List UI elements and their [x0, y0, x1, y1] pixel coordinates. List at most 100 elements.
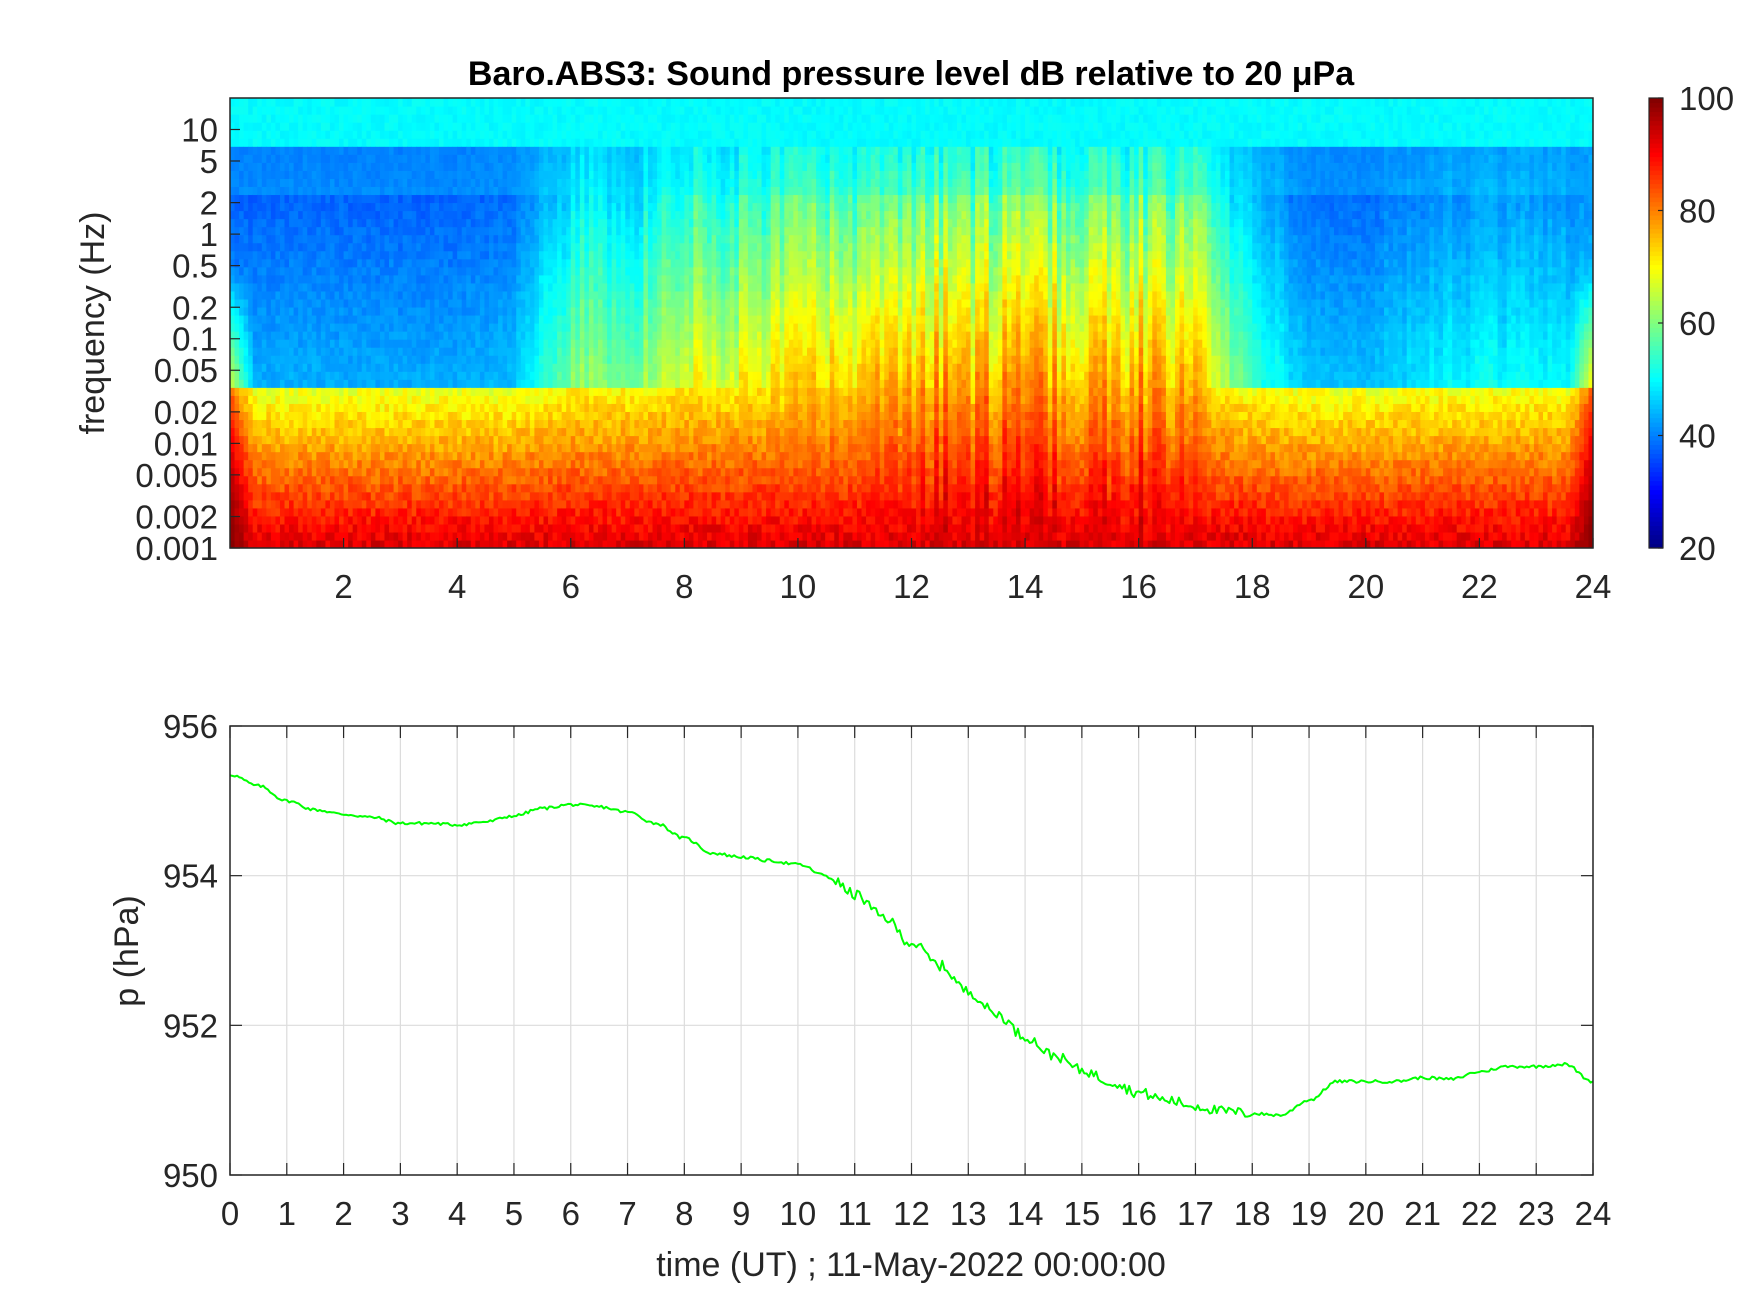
- heatmap-cell: [429, 122, 436, 131]
- heatmap-cell: [407, 499, 413, 509]
- heatmap-cell: [239, 106, 245, 115]
- heatmap-cell: [234, 194, 240, 204]
- heatmap-cell: [548, 459, 554, 469]
- heatmap-cell: [457, 242, 463, 252]
- heatmap-cell: [579, 491, 585, 501]
- heatmap-cell: [470, 298, 476, 308]
- heatmap-cell: [425, 202, 431, 212]
- heatmap-cell: [620, 242, 626, 252]
- heatmap-cell: [543, 314, 549, 324]
- heatmap-cell: [361, 282, 367, 292]
- heatmap-cell: [429, 162, 436, 171]
- heatmap-cell: [329, 387, 336, 396]
- heatmap-cell: [575, 202, 581, 212]
- heatmap-cell: [584, 323, 590, 332]
- heatmap-cell: [316, 210, 322, 220]
- heatmap-cell: [511, 459, 517, 469]
- heatmap-cell: [429, 250, 436, 260]
- heatmap-cell: [552, 218, 558, 228]
- heatmap-cell: [484, 266, 490, 276]
- heatmap-cell: [498, 298, 504, 308]
- heatmap-cell: [629, 298, 635, 308]
- heatmap-cell: [552, 363, 558, 372]
- heatmap-cell: [352, 274, 358, 284]
- heatmap-cell: [339, 146, 345, 155]
- heatmap-cell: [570, 218, 576, 228]
- heatmap-cell: [420, 242, 426, 252]
- heatmap-cell: [620, 427, 626, 437]
- heatmap-cell: [279, 298, 286, 308]
- heatmap-cell: [384, 258, 390, 268]
- heatmap-cell: [429, 306, 436, 316]
- heatmap-cell: [498, 443, 504, 453]
- heatmap-cell: [511, 218, 517, 228]
- heatmap-cell: [575, 483, 581, 493]
- heatmap-cell: [239, 467, 245, 477]
- heatmap-cell: [320, 539, 327, 548]
- heatmap-cell: [443, 515, 449, 525]
- heatmap-cell: [425, 122, 431, 131]
- heatmap-cell: [520, 387, 526, 396]
- heatmap-cell: [629, 515, 635, 525]
- heatmap-cell: [325, 379, 331, 388]
- heatmap-cell: [452, 459, 458, 469]
- heatmap-cell: [557, 483, 563, 493]
- heatmap-cell: [534, 363, 540, 372]
- heatmap-cell: [298, 539, 304, 548]
- heatmap-cell: [239, 170, 245, 179]
- heatmap-cell: [598, 371, 604, 380]
- heatmap-cell: [507, 459, 513, 469]
- heatmap-cell: [593, 242, 599, 252]
- heatmap-cell: [348, 306, 354, 316]
- heatmap-cell: [625, 419, 631, 429]
- heatmap-cell: [234, 387, 240, 396]
- heatmap-cell: [243, 266, 249, 276]
- heatmap-cell: [325, 387, 331, 396]
- heatmap-cell: [461, 290, 467, 300]
- heatmap-cell: [575, 435, 581, 445]
- heatmap-cell: [325, 186, 331, 196]
- heatmap-cell: [370, 323, 376, 332]
- heatmap-cell: [525, 387, 531, 396]
- heatmap-cell: [625, 467, 631, 477]
- heatmap-cell: [284, 298, 290, 308]
- heatmap-cell: [575, 290, 581, 300]
- heatmap-cell: [375, 467, 381, 477]
- heatmap-cell: [284, 323, 290, 332]
- heatmap-cell: [293, 202, 299, 212]
- heatmap-cell: [339, 427, 345, 437]
- heatmap-cell: [425, 475, 431, 485]
- heatmap-cell: [548, 178, 554, 187]
- heatmap-cell: [602, 274, 608, 284]
- heatmap-cell: [420, 234, 426, 244]
- heatmap-cell: [270, 250, 277, 260]
- heatmap-cell: [629, 387, 635, 396]
- heatmap-cell: [579, 467, 585, 477]
- heatmap-cell: [375, 363, 381, 372]
- heatmap-cell: [579, 403, 585, 412]
- heatmap-cell: [629, 178, 635, 187]
- heatmap-cell: [466, 282, 472, 292]
- heatmap-cell: [525, 258, 531, 268]
- heatmap-cell: [470, 467, 476, 477]
- heatmap-cell: [502, 451, 508, 461]
- heatmap-cell: [307, 523, 313, 533]
- heatmap-cell: [320, 154, 327, 163]
- heatmap-cell: [411, 459, 417, 469]
- heatmap-cell: [284, 443, 290, 453]
- heatmap-cell: [557, 266, 563, 276]
- heatmap-cell: [548, 234, 554, 244]
- heatmap-cell: [579, 331, 585, 340]
- heatmap-cell: [602, 194, 608, 204]
- heatmap-cell: [384, 218, 390, 228]
- heatmap-cell: [348, 170, 354, 179]
- heatmap-cell: [402, 379, 408, 388]
- heatmap-cell: [534, 146, 540, 155]
- heatmap-cell: [266, 491, 272, 501]
- heatmap-cell: [457, 314, 463, 324]
- heatmap-cell: [475, 339, 481, 348]
- heatmap-cell: [488, 138, 495, 147]
- heatmap-cell: [457, 138, 463, 147]
- heatmap-cell: [384, 282, 390, 292]
- heatmap-cell: [357, 339, 363, 348]
